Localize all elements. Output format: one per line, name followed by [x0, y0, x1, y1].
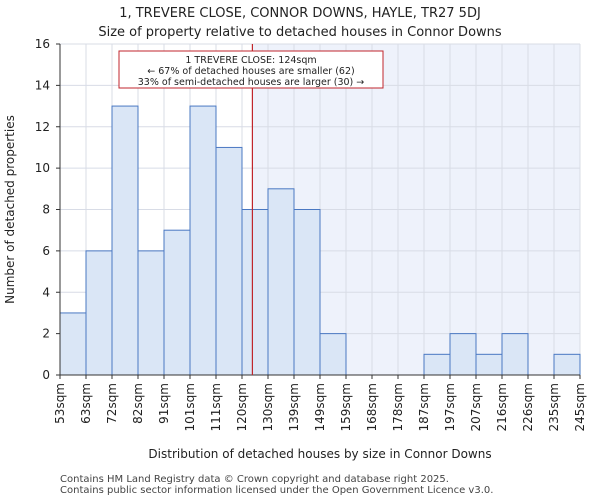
histogram-bar — [163, 229, 191, 376]
histogram-bar — [449, 333, 477, 376]
histogram-bar — [85, 250, 113, 376]
histogram-bar — [215, 146, 243, 376]
histogram-bar — [111, 105, 139, 376]
x-tick-label: 168sqm — [365, 383, 379, 431]
histogram-bar — [475, 353, 503, 376]
x-tick-label: 187sqm — [417, 383, 431, 431]
x-tick-label: 130sqm — [261, 383, 275, 431]
annotation-smaller: ← 67% of detached houses are smaller (62… — [147, 66, 354, 77]
chart-title: 1, TREVERE CLOSE, CONNOR DOWNS, HAYLE, T… — [119, 6, 481, 21]
x-tick-label: 91sqm — [157, 383, 171, 424]
histogram-bar — [189, 105, 217, 376]
x-tick-label: 111sqm — [209, 383, 223, 431]
x-tick-label: 226sqm — [521, 383, 535, 431]
y-tick-label: 16 — [35, 37, 50, 51]
y-tick-label: 6 — [42, 244, 50, 258]
x-tick-label: 207sqm — [469, 383, 483, 431]
x-axis-title: Distribution of detached houses by size … — [148, 447, 491, 461]
histogram-bar — [267, 188, 295, 376]
annotation-title: 1 TREVERE CLOSE: 124sqm — [185, 55, 316, 66]
x-tick-label: 235sqm — [547, 383, 561, 431]
chart-subtitle: Size of property relative to detached ho… — [98, 25, 502, 40]
x-tick-label: 82sqm — [131, 383, 145, 424]
histogram-bar — [241, 209, 269, 376]
y-tick-label: 0 — [42, 368, 50, 382]
histogram-chart: 0 2 4 6 8 10 12 14 16 53sqm 63sqm 72sqm 82sqm 91sqm 10… — [3, 37, 587, 461]
histogram-bar — [59, 312, 87, 376]
x-tick-label: 159sqm — [339, 383, 353, 431]
x-tick-label: 63sqm — [79, 383, 93, 424]
x-tick-label: 149sqm — [313, 383, 327, 431]
y-axis-title: Number of detached properties — [3, 115, 17, 304]
annotation-larger: 33% of semi-detached houses are larger (… — [138, 77, 365, 88]
footer-copyright: Contains HM Land Registry data © Crown c… — [60, 474, 449, 485]
x-tick-label: 72sqm — [105, 383, 119, 424]
histogram-bar — [319, 333, 347, 376]
x-tick-label: 216sqm — [495, 383, 509, 431]
x-tick-label: 178sqm — [391, 383, 405, 431]
y-tick-label: 2 — [42, 327, 50, 341]
annotation-box — [118, 50, 384, 89]
histogram-bar — [423, 353, 451, 376]
x-tick-label: 197sqm — [443, 383, 457, 431]
x-tick-label: 53sqm — [53, 383, 67, 424]
histogram-bar — [137, 250, 165, 376]
y-tick-label: 10 — [35, 161, 50, 175]
histogram-bar — [501, 333, 529, 376]
y-tick-label: 8 — [42, 203, 50, 217]
histogram-bar — [553, 353, 581, 376]
x-tick-label: 101sqm — [183, 383, 197, 431]
x-tick-label: 120sqm — [235, 383, 249, 431]
y-tick-label: 14 — [35, 78, 50, 92]
y-tick-label: 12 — [35, 120, 50, 134]
histogram-bar — [293, 209, 321, 376]
x-tick-label: 139sqm — [287, 383, 301, 431]
x-tick-label: 245sqm — [573, 383, 587, 431]
y-tick-label: 4 — [42, 285, 50, 299]
footer-licence: Contains public sector information licen… — [60, 485, 494, 496]
